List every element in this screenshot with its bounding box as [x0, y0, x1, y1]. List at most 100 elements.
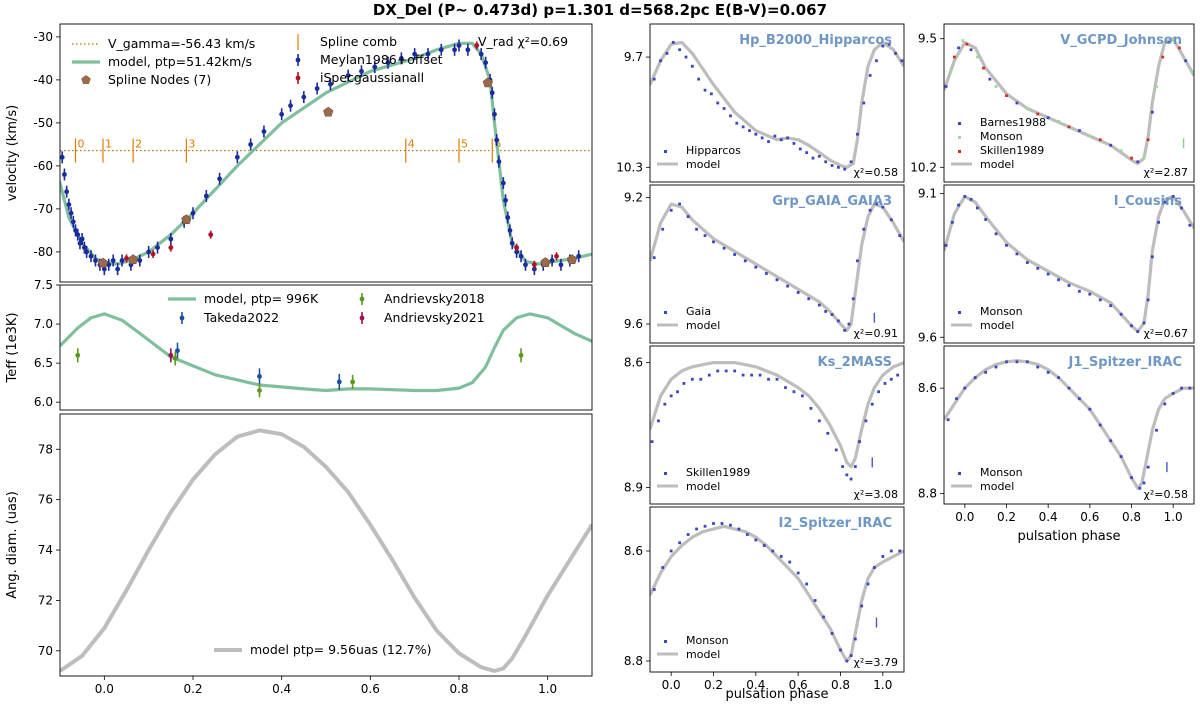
- data-point: [669, 394, 673, 398]
- legend-model-label: model: [686, 480, 720, 493]
- y-tick-label: 10.2: [910, 160, 937, 174]
- velocity-chi2-label: V_rad χ²=0.69: [478, 34, 568, 49]
- data-point: [969, 48, 973, 52]
- data-point: [988, 77, 992, 81]
- x-tick-label: 0.2: [183, 682, 202, 696]
- data-point: [881, 44, 885, 48]
- data-point: [1005, 360, 1008, 364]
- data-point: [1025, 261, 1029, 264]
- data-point: [661, 227, 665, 231]
- data-point: [975, 206, 979, 210]
- meylan-point: [500, 180, 506, 186]
- x-tick-label: 0.0: [95, 682, 114, 696]
- meylan-point: [492, 111, 497, 117]
- data-point: [678, 48, 682, 52]
- data-point: [1155, 428, 1158, 432]
- legend-label: Barnes1988: [980, 116, 1046, 129]
- data-point: [1036, 112, 1040, 116]
- legend-nodes-swatch: [81, 75, 91, 84]
- data-point: [817, 303, 821, 307]
- data-point: [957, 203, 960, 207]
- phase-axis-label: pulsation phase: [1017, 529, 1120, 544]
- data-point: [758, 373, 762, 377]
- data-point: [720, 522, 724, 525]
- spline-comb-label: 1: [105, 138, 112, 151]
- velocity-axis-label: velocity (km/s): [5, 105, 20, 201]
- data-point: [1057, 278, 1060, 282]
- data-point: [853, 465, 857, 468]
- meylan-point: [558, 262, 564, 268]
- meylan-point: [359, 68, 364, 74]
- data-point: [735, 121, 739, 125]
- data-point: [1067, 284, 1071, 287]
- x-tick-label: 0.2: [997, 510, 1016, 524]
- data-point: [695, 527, 698, 531]
- data-point: [678, 202, 682, 206]
- data-point: [944, 243, 948, 247]
- meylan-point: [425, 51, 431, 57]
- data-point: [805, 582, 809, 586]
- data-point: [661, 566, 665, 569]
- data-point: [754, 265, 758, 269]
- data-point: [896, 373, 900, 377]
- chi2-label: χ²=2.87: [1144, 166, 1188, 179]
- meylan-point: [70, 219, 76, 225]
- legend-marker: [958, 150, 961, 153]
- axes-frame: [649, 23, 905, 183]
- ispec-point: [150, 251, 156, 257]
- legend-ispec-marker: [295, 75, 301, 81]
- meylan-point: [261, 129, 267, 134]
- data-point: [1098, 138, 1102, 142]
- data-point: [870, 402, 874, 406]
- data-point: [1171, 195, 1175, 198]
- meylan-point: [489, 90, 495, 96]
- meylan-point: [168, 236, 174, 242]
- data-point: [856, 132, 859, 136]
- data-point: [817, 419, 821, 423]
- x-tick-label: 0.4: [272, 682, 291, 696]
- data-point: [994, 365, 998, 369]
- legend-meylan-label: Meylan1986+offset: [320, 52, 443, 67]
- y-tick-label: 72: [38, 593, 53, 607]
- plot-area: [650, 40, 904, 171]
- data-point: [657, 419, 660, 423]
- y-tick-label: 70: [38, 644, 53, 658]
- y-tick-label: 9.1: [918, 187, 937, 201]
- data-point: [982, 66, 985, 70]
- plot-area: [650, 522, 904, 663]
- axes-frame: [943, 345, 1195, 505]
- data-point: [1078, 397, 1081, 401]
- legend-nodes-label: Spline Nodes (7): [108, 72, 211, 87]
- data-point: [743, 259, 747, 263]
- data-point: [699, 377, 703, 381]
- meylan-point: [248, 142, 254, 147]
- meylan-point: [137, 258, 143, 263]
- panel-title: Ks_2MASS: [818, 355, 893, 370]
- data-point: [1109, 439, 1113, 443]
- data-point: [669, 549, 673, 553]
- phase-axis-label: pulsation phase: [725, 687, 828, 702]
- model-curve: [944, 194, 1194, 334]
- legend-label: Skillen1989: [980, 144, 1044, 157]
- data-point: [729, 523, 732, 527]
- data-point: [1180, 386, 1183, 390]
- data-point: [792, 142, 796, 145]
- legend-teff-model-label: model, ptp= 996K: [204, 291, 319, 306]
- y-tick-label: 6.0: [34, 395, 53, 409]
- meylan-point: [576, 253, 582, 259]
- meylan-point: [523, 262, 528, 268]
- data-point: [1184, 59, 1188, 63]
- data-point: [1142, 154, 1146, 158]
- data-point: [955, 397, 958, 401]
- data-point: [750, 373, 753, 377]
- j1-spitzer-panel: 8.6 8.8 0.0 0.2 0.4 0.6 0.8 1.0 J1_Spitzer_IRAC M…: [918, 345, 1195, 524]
- v-johnson-panel: 9.5 10.2 V_GCPD_Johnson Barnes1988MonsonSki…: [910, 23, 1195, 183]
- meylan-point: [452, 47, 457, 53]
- meylan-point: [503, 197, 508, 203]
- spline-comb-label: 0: [78, 138, 85, 151]
- data-point: [712, 240, 715, 244]
- data-point: [1098, 423, 1102, 427]
- data-point: [824, 160, 828, 164]
- legend-andr18-marker: [359, 296, 365, 302]
